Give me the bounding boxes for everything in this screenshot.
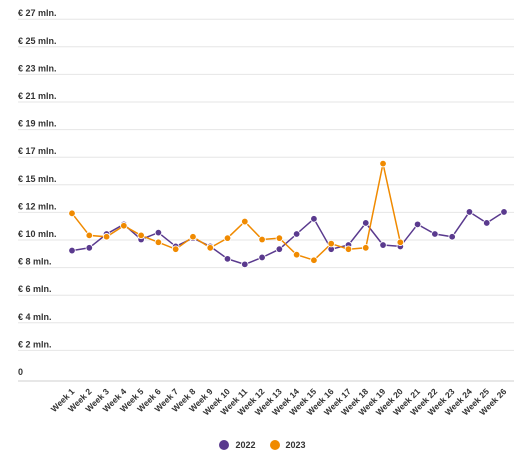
data-point-2023[interactable] (223, 234, 232, 242)
y-tick-label: € 4 mln. (18, 312, 52, 322)
data-point-2022[interactable] (292, 230, 301, 238)
legend-label-2023: 2023 (285, 440, 306, 450)
y-tick-label: € 17 mln. (18, 146, 57, 156)
series-lines (71, 163, 505, 266)
data-point-2022[interactable] (275, 245, 284, 253)
data-point-2022[interactable] (413, 220, 422, 229)
data-point-2023[interactable] (362, 244, 370, 252)
y-tick-label: € 8 mln. (18, 257, 52, 267)
legend-label-2022: 2022 (235, 440, 256, 450)
data-point-2022[interactable] (500, 208, 508, 216)
data-point-2023[interactable] (292, 250, 301, 259)
data-point-2023[interactable] (171, 245, 180, 253)
data-point-2022[interactable] (362, 219, 370, 227)
legend-marker-2022 (219, 440, 230, 450)
data-point-2023[interactable] (275, 234, 284, 242)
data-point-2023[interactable] (206, 244, 214, 252)
legend-item-2022[interactable]: 2022 (219, 440, 256, 450)
data-point-2023[interactable] (327, 239, 335, 248)
data-point-2023[interactable] (68, 209, 76, 217)
data-point-2023[interactable] (396, 238, 405, 246)
data-point-2022[interactable] (431, 230, 439, 238)
data-point-2023[interactable] (379, 159, 387, 168)
legend: 2022 2023 (0, 440, 525, 450)
series-line-2022 (71, 210, 505, 266)
data-point-2022[interactable] (68, 246, 76, 255)
data-point-2022[interactable] (154, 228, 163, 237)
data-point-2023[interactable] (102, 233, 111, 241)
y-tick-label: € 12 mln. (18, 201, 57, 211)
y-tick-label: € 21 mln. (18, 91, 57, 101)
y-tick-label: € 27 mln. (18, 8, 57, 18)
data-point-2023[interactable] (120, 222, 128, 230)
legend-item-2023[interactable]: 2023 (269, 440, 306, 450)
y-axis: 0 € 2 mln. € 4 mln. € 6 mln. € 8 mln. € 10 ml… (18, 8, 57, 377)
y-tick-label: € 6 mln. (18, 284, 52, 294)
data-point-2022[interactable] (310, 215, 318, 223)
data-point-2022[interactable] (223, 255, 232, 263)
data-point-2023[interactable] (85, 231, 93, 240)
data-point-2022[interactable] (483, 219, 491, 227)
data-point-2023[interactable] (310, 256, 318, 264)
data-point-2023[interactable] (241, 217, 249, 226)
data-point-2022[interactable] (379, 241, 387, 249)
data-point-2023[interactable] (344, 245, 353, 253)
data-point-2022[interactable] (241, 260, 249, 269)
legend-marker-2023 (269, 440, 280, 450)
y-tick-label: 0 (18, 367, 23, 377)
data-point-2022[interactable] (258, 253, 266, 262)
y-tick-label: € 15 mln. (18, 174, 57, 184)
data-point-2022[interactable] (448, 233, 456, 241)
gridlines (18, 18, 514, 382)
data-point-2023[interactable] (258, 235, 266, 244)
y-tick-label: € 23 mln. (18, 63, 57, 73)
data-point-2022[interactable] (465, 208, 474, 216)
data-point-2023[interactable] (137, 231, 145, 240)
y-tick-label: € 10 mln. (18, 229, 57, 239)
data-point-2023[interactable] (189, 233, 197, 241)
data-point-2022[interactable] (85, 244, 93, 252)
data-point-2023[interactable] (154, 238, 163, 246)
y-tick-label: € 25 mln. (18, 36, 57, 46)
y-tick-label: € 2 mln. (18, 339, 52, 349)
series-points (68, 159, 508, 269)
y-tick-label: € 19 mln. (18, 119, 57, 129)
